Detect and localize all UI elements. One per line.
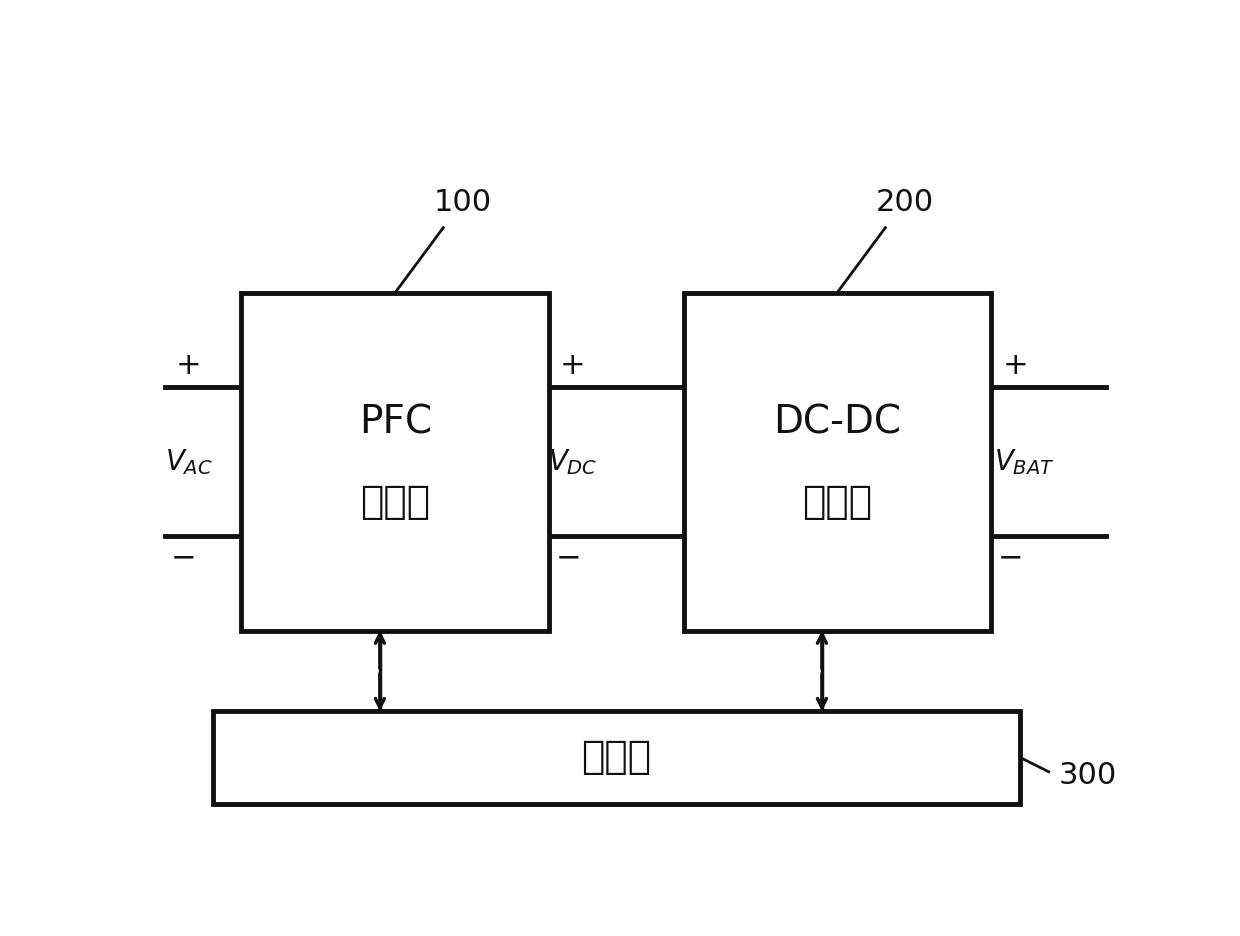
Text: 转换器: 转换器 [360,483,430,520]
Text: $V_{BAT}$: $V_{BAT}$ [994,447,1055,476]
Text: PFC: PFC [358,403,432,441]
Text: +: + [1002,351,1028,380]
Bar [213,710,1019,804]
Text: 控制器: 控制器 [582,739,651,776]
Text: −: − [171,544,197,573]
Text: 转换器: 转换器 [802,483,873,520]
Text: DC-DC: DC-DC [774,403,901,441]
Text: −: − [997,544,1023,573]
Text: +: + [560,351,585,380]
Bar [683,292,991,631]
Text: +: + [176,351,201,380]
Text: 200: 200 [875,188,934,217]
Text: $V_{DC}$: $V_{DC}$ [548,447,598,476]
Bar [242,292,549,631]
Text: −: − [556,544,582,573]
Text: 300: 300 [1058,761,1116,790]
Text: 100: 100 [434,188,491,217]
Text: $V_{AC}$: $V_{AC}$ [165,447,212,476]
